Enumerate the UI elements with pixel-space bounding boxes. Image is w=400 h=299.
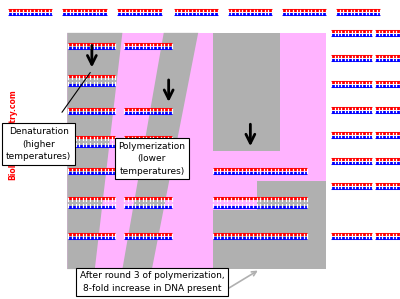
Polygon shape bbox=[122, 33, 198, 269]
FancyBboxPatch shape bbox=[257, 181, 326, 269]
FancyBboxPatch shape bbox=[213, 210, 257, 269]
FancyBboxPatch shape bbox=[67, 33, 326, 269]
Text: Polymerization
(lower
temperatures): Polymerization (lower temperatures) bbox=[118, 142, 186, 176]
Text: After round 3 of polymerization,
8-fold increase in DNA present: After round 3 of polymerization, 8-fold … bbox=[80, 271, 224, 293]
Text: Denaturation
(higher
temperatures): Denaturation (higher temperatures) bbox=[6, 127, 71, 161]
Polygon shape bbox=[67, 33, 122, 269]
FancyBboxPatch shape bbox=[213, 33, 280, 151]
Text: BiologyasPoetry.com: BiologyasPoetry.com bbox=[9, 89, 18, 180]
